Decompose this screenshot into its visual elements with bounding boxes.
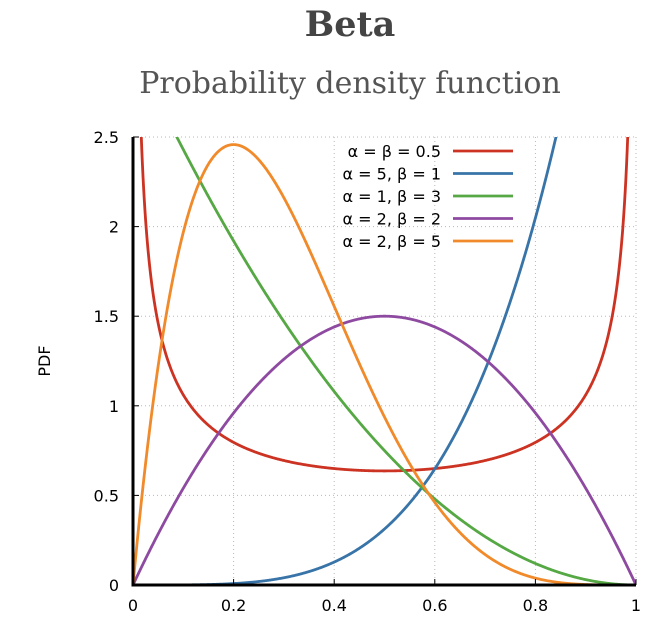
y-tick-label: 0.5 xyxy=(94,486,119,505)
y-tick-label: 1 xyxy=(109,397,119,416)
series-line xyxy=(133,143,636,585)
x-tick-label: 0.4 xyxy=(321,596,346,615)
x-tick-label: 1 xyxy=(631,596,641,615)
x-tick-label: 0.6 xyxy=(422,596,447,615)
y-tick-label: 2.5 xyxy=(94,128,119,147)
x-tick-label: 0.8 xyxy=(523,596,548,615)
y-tick-label: 1.5 xyxy=(94,307,119,326)
legend-label: α = 2, β = 5 xyxy=(343,232,441,251)
series-line xyxy=(133,137,558,585)
series-line xyxy=(139,137,630,473)
series-line xyxy=(133,314,636,585)
y-tick-label: 2 xyxy=(109,218,119,237)
series-line xyxy=(175,137,636,585)
x-tick-label: 0.2 xyxy=(221,596,246,615)
x-tick-label: 0 xyxy=(128,596,138,615)
legend: α = β = 0.5 α = 5, β = 1 α = 1, β = 3 α = 2… xyxy=(343,142,513,251)
chart-subtitle: Probability density function xyxy=(139,66,561,101)
y-tick-label: 0 xyxy=(109,576,119,595)
legend-label: α = β = 0.5 xyxy=(348,142,441,161)
axes xyxy=(131,137,636,587)
grid xyxy=(133,136,637,585)
y-axis-label: PDF xyxy=(35,345,54,376)
ticks: 0 0.2 0.4 0.6 0.8 1 0 0.5 1 1.5 2 2.5 xyxy=(94,128,642,615)
legend-label: α = 2, β = 2 xyxy=(343,210,441,229)
chart-title: Beta xyxy=(304,4,396,45)
legend-label: α = 1, β = 3 xyxy=(343,187,441,206)
curves xyxy=(133,137,636,585)
legend-label: α = 5, β = 1 xyxy=(343,165,441,184)
